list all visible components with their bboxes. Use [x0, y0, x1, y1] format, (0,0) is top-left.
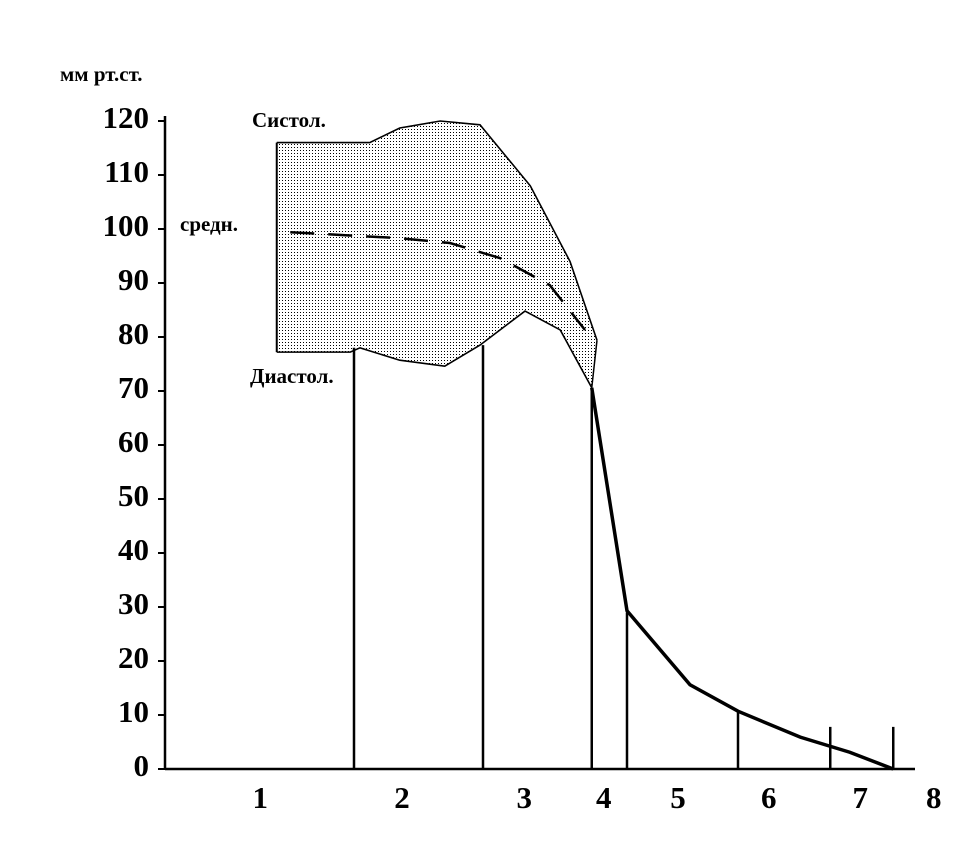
x-tick-label: 8	[926, 780, 942, 815]
y-tick-label: 20	[118, 640, 149, 675]
y-tick-label: 70	[118, 370, 149, 405]
x-tick-label: 2	[394, 780, 410, 815]
band-edge	[591, 340, 598, 388]
y-tick-label: 90	[118, 262, 149, 297]
y-axis-label: мм рт.ст.	[60, 62, 143, 86]
y-tick-label: 110	[104, 154, 149, 189]
series-label: Систол.	[252, 108, 326, 132]
y-tick-label: 10	[118, 694, 149, 729]
series-line	[276, 310, 593, 389]
y-tick-label: 120	[103, 100, 150, 135]
y-tick-label: 100	[103, 208, 150, 243]
series-label: Диастол.	[250, 364, 334, 388]
y-tick-label: 80	[118, 316, 149, 351]
x-tick-label: 4	[596, 780, 612, 815]
x-tick-label: 6	[761, 780, 777, 815]
band-fill	[276, 121, 597, 388]
y-tick-label: 30	[118, 586, 149, 621]
y-tick-label: 40	[118, 532, 149, 567]
x-tick-label: 3	[517, 780, 533, 815]
x-tick-label: 7	[853, 780, 869, 815]
y-tick-label: 50	[118, 478, 149, 513]
series-line	[590, 387, 894, 771]
y-tick-label: 0	[134, 748, 150, 783]
series-line	[290, 230, 586, 331]
series-line	[276, 120, 598, 341]
series-label: средн.	[180, 212, 238, 236]
x-tick-label: 1	[253, 780, 269, 815]
y-tick-label: 60	[118, 424, 149, 459]
x-tick-label: 5	[670, 780, 686, 815]
